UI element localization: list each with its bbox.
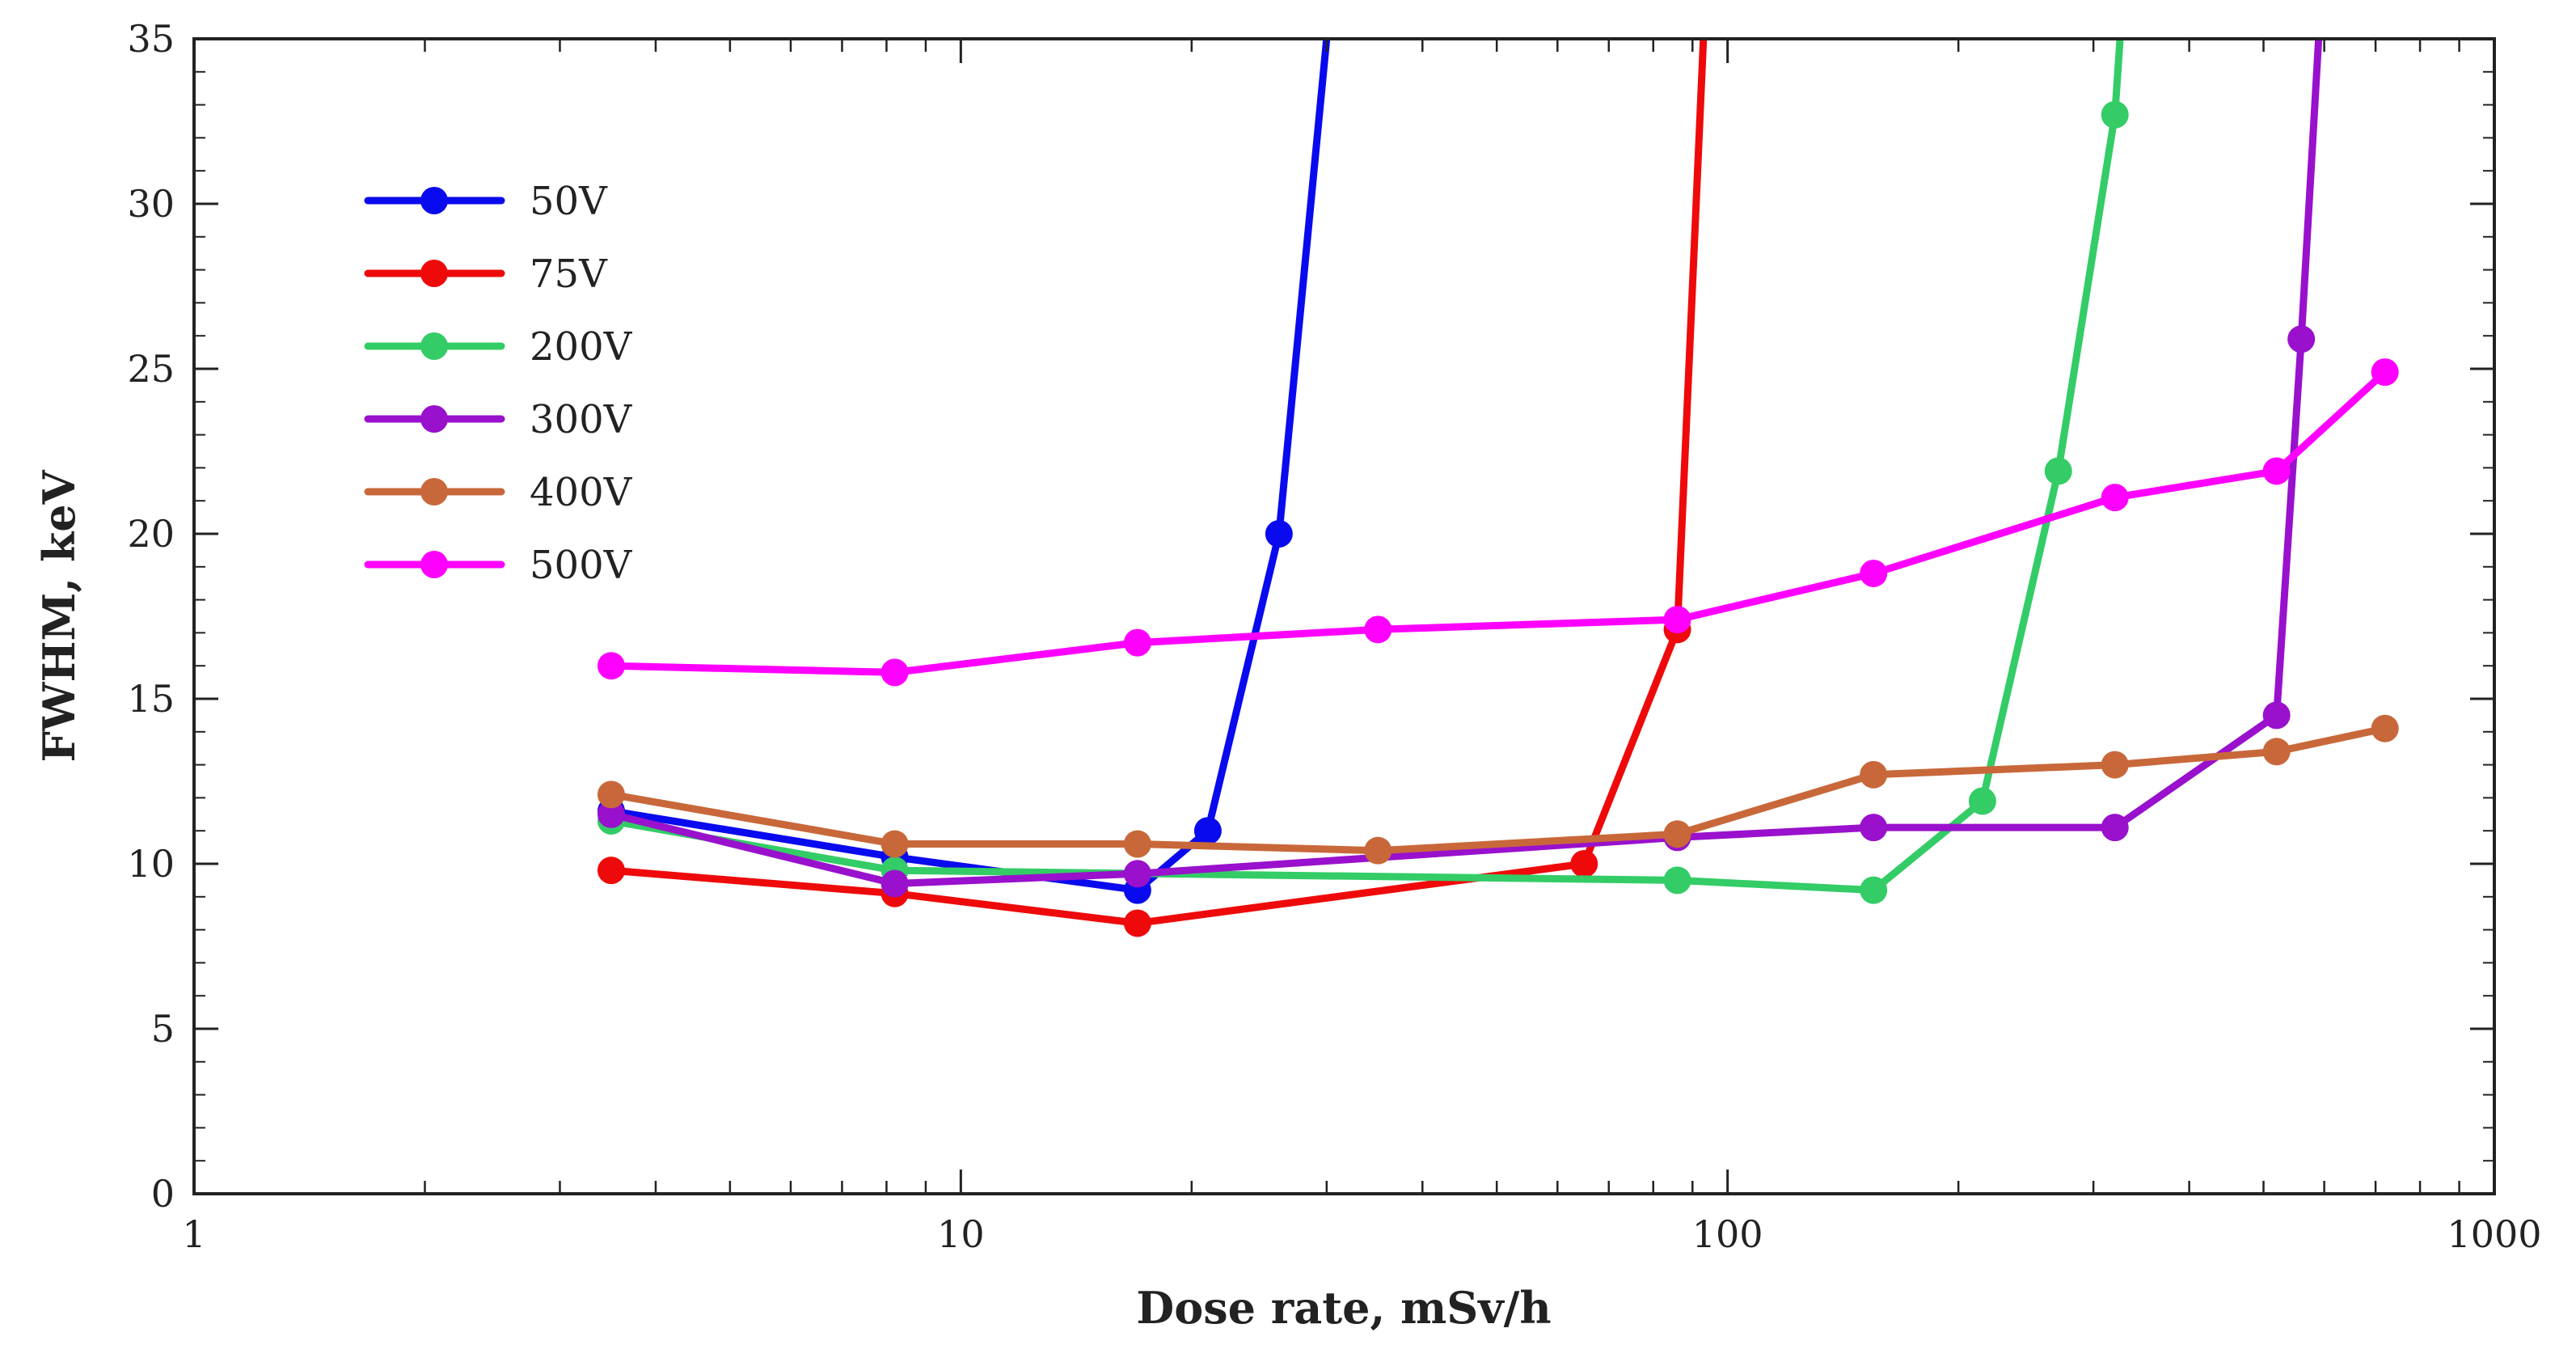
data-point-500V xyxy=(880,658,909,687)
data-point-300V xyxy=(1860,814,1888,842)
data-point-500V xyxy=(1860,559,1888,587)
x-axis-title: Dose rate, mSv/h xyxy=(1136,1282,1551,1334)
series-500V xyxy=(597,358,2399,687)
legend-label: 300V xyxy=(530,397,633,442)
data-point-500V xyxy=(597,652,625,680)
data-point-400V xyxy=(597,780,625,809)
data-point-50V xyxy=(1265,520,1293,548)
x-tick-label: 1000 xyxy=(2447,1212,2541,1256)
data-point-300V xyxy=(597,800,625,828)
series-line-200V xyxy=(607,39,2124,895)
series-400V xyxy=(597,714,2399,865)
y-axis-title: FWHM, keV xyxy=(33,469,85,762)
x-tick-label: 100 xyxy=(1692,1212,1763,1256)
data-point-500V xyxy=(2262,457,2291,485)
legend-item-75V: 75V xyxy=(364,252,608,297)
legend-swatch-marker xyxy=(420,187,448,214)
series-50V xyxy=(597,39,1331,904)
data-point-300V xyxy=(2262,701,2291,730)
data-point-200V xyxy=(1663,866,1691,895)
y-tick-label: 15 xyxy=(127,677,175,721)
legend-label: 500V xyxy=(530,543,633,588)
series-layer xyxy=(597,39,2399,937)
data-point-400V xyxy=(1123,830,1151,858)
data-point-300V xyxy=(2101,814,2129,842)
data-point-75V xyxy=(1123,909,1151,937)
x-tick-label: 10 xyxy=(937,1212,985,1256)
data-point-300V xyxy=(2287,325,2316,353)
legend-swatch-marker xyxy=(420,478,448,505)
y-tick-label: 25 xyxy=(127,347,175,391)
data-point-300V xyxy=(880,869,909,898)
data-point-75V xyxy=(1570,850,1598,878)
data-point-400V xyxy=(1663,820,1691,848)
data-point-400V xyxy=(2262,738,2291,766)
data-point-500V xyxy=(2101,484,2129,512)
legend-label: 75V xyxy=(530,252,608,297)
legend-swatch-marker xyxy=(420,260,448,287)
axes-layer: 1 10 100 1000 0 5 10 15 20 25 30 35 xyxy=(127,17,2541,1256)
series-clip-group xyxy=(597,39,2399,937)
legend-swatch-marker xyxy=(420,551,448,578)
legend-swatch-marker xyxy=(420,405,448,433)
plot-frame xyxy=(192,37,2496,1195)
data-point-200V xyxy=(2044,457,2072,485)
data-point-200V xyxy=(2101,100,2129,129)
y-tick-label: 5 xyxy=(151,1007,175,1051)
legend-label: 200V xyxy=(530,324,633,370)
data-point-500V xyxy=(1123,628,1151,657)
legend-item-50V: 50V xyxy=(364,179,608,224)
x-tick-label: 1 xyxy=(182,1212,205,1256)
series-line-75V xyxy=(607,39,1708,927)
legend-item-400V: 400V xyxy=(364,470,633,515)
data-point-400V xyxy=(1364,836,1392,865)
y-tick-label: 20 xyxy=(127,512,175,556)
series-300V xyxy=(597,39,2323,898)
data-point-400V xyxy=(880,830,909,858)
legend: 50V 75V 200V 300V 400V 500V xyxy=(364,179,633,588)
data-point-300V xyxy=(1123,860,1151,888)
data-point-400V xyxy=(2101,751,2129,779)
y-tick-label: 10 xyxy=(127,842,175,886)
series-75V xyxy=(597,39,1708,937)
data-point-500V xyxy=(2371,358,2399,387)
legend-item-500V: 500V xyxy=(364,543,633,588)
legend-item-300V: 300V xyxy=(364,397,633,442)
data-point-400V xyxy=(2371,714,2399,742)
legend-label: 50V xyxy=(530,179,608,224)
data-point-50V xyxy=(1193,817,1222,845)
legend-label: 400V xyxy=(530,470,633,515)
y-tick-label: 30 xyxy=(127,182,175,226)
y-tick-label: 0 xyxy=(151,1172,175,1216)
series-line-50V xyxy=(607,39,1331,895)
data-point-400V xyxy=(1860,760,1888,789)
data-point-200V xyxy=(1860,876,1888,904)
data-point-500V xyxy=(1663,606,1691,634)
legend-swatch-marker xyxy=(420,332,448,360)
data-point-75V xyxy=(597,857,625,885)
data-point-200V xyxy=(1968,787,1996,815)
data-point-500V xyxy=(1364,615,1392,644)
y-tick-label: 35 xyxy=(127,17,175,61)
series-line-500V xyxy=(607,368,2389,676)
legend-item-200V: 200V xyxy=(364,324,633,370)
